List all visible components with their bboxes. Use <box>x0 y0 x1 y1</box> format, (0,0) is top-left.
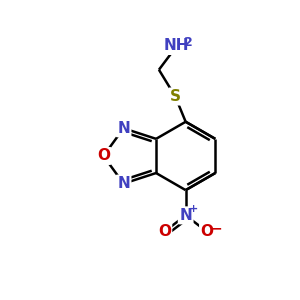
Text: O: O <box>201 224 214 239</box>
Text: O: O <box>158 224 171 239</box>
Text: N: N <box>117 176 130 191</box>
Text: O: O <box>97 148 110 164</box>
Text: NH: NH <box>164 38 190 53</box>
Text: N: N <box>179 208 192 223</box>
Text: −: − <box>211 222 222 236</box>
Text: N: N <box>117 121 130 136</box>
Text: 2: 2 <box>184 36 192 49</box>
Text: +: + <box>189 204 199 214</box>
Text: S: S <box>170 89 181 104</box>
